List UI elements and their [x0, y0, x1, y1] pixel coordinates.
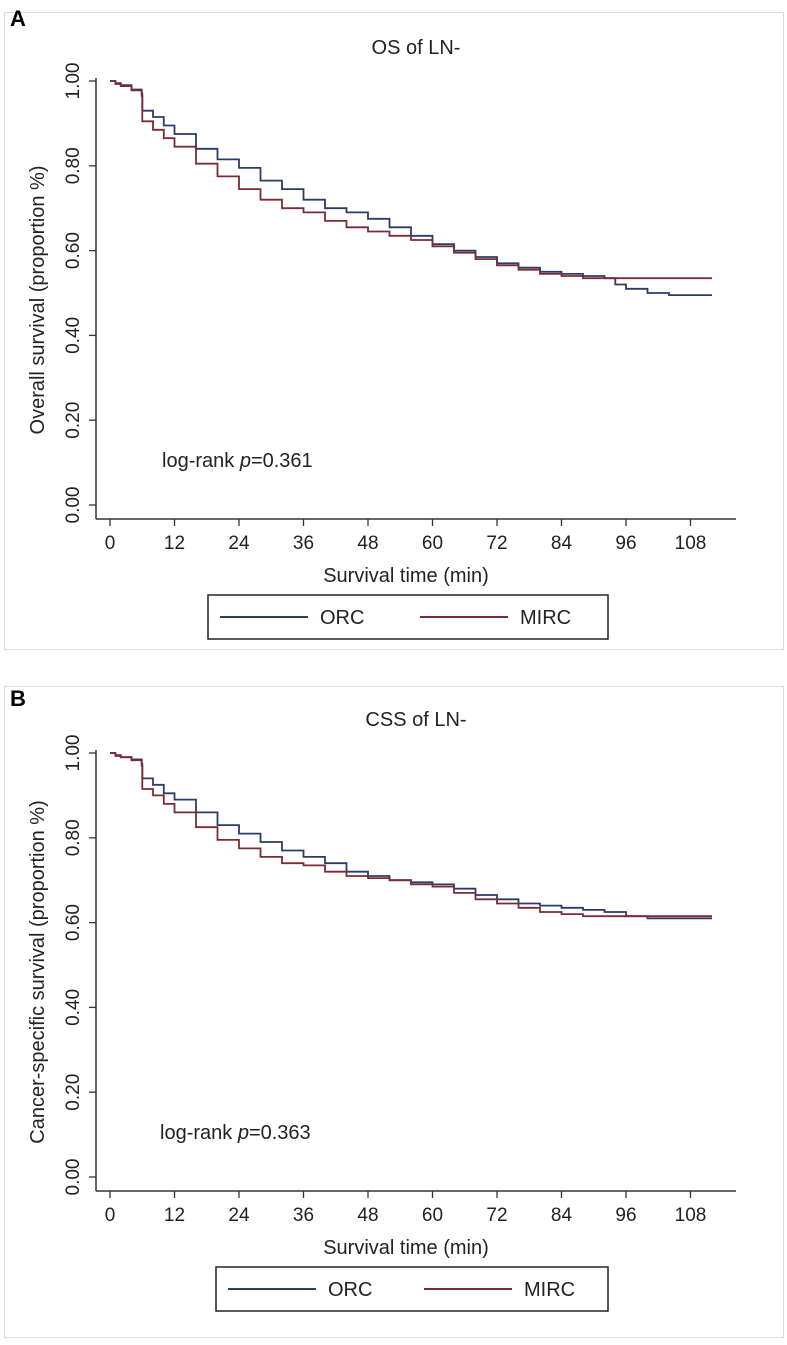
y-axis-label: Overall survival (proportion %) [27, 166, 49, 435]
x-tick-label: 36 [293, 533, 314, 554]
x-tick-label: 108 [675, 1205, 707, 1226]
x-tick-label: 72 [486, 533, 507, 554]
x-tick-label: 0 [105, 1205, 116, 1226]
y-tick-label: 0.80 [63, 819, 84, 856]
x-tick-label: 24 [228, 533, 250, 554]
y-tick-label: 0.20 [63, 402, 84, 439]
p-symbol: p [239, 450, 251, 472]
log-rank-prefix: log-rank [162, 450, 240, 472]
p-value: =0.361 [251, 450, 313, 472]
y-tick-label: 0.80 [63, 147, 84, 184]
y-tick-label: 0.60 [63, 232, 84, 269]
y-tick-label: 0.60 [63, 904, 84, 941]
chart-title: CSS of LN- [365, 709, 466, 731]
legend-label-orc: ORC [328, 1279, 372, 1301]
x-tick-label: 48 [357, 533, 378, 554]
y-tick-label: 1.00 [63, 735, 84, 772]
y-tick-label: 1.00 [63, 63, 84, 100]
x-axis-label: Survival time (min) [323, 565, 489, 587]
survival-curve-mirc [110, 752, 712, 918]
panel-a-letter: A [10, 6, 26, 31]
x-tick-label: 84 [551, 1205, 573, 1226]
y-tick-label: 0.00 [63, 1159, 84, 1196]
x-tick-label: 24 [228, 1205, 250, 1226]
x-tick-label: 12 [164, 1205, 185, 1226]
survival-curve-orc [110, 80, 712, 296]
x-axis-label: Survival time (min) [323, 1237, 489, 1259]
x-tick-label: 60 [422, 533, 443, 554]
x-tick-label: 84 [551, 533, 573, 554]
os-survival-chart: OS of LN- 0.00 0.20 0.40 0.60 0.80 1.00 0 12 24 36… [27, 37, 736, 640]
css-survival-chart: CSS of LN- 0.00 0.20 0.40 0.60 0.80 1.00 0 12 24 3… [27, 709, 736, 1312]
x-tick-label: 48 [357, 1205, 378, 1226]
chart-title: OS of LN- [372, 37, 461, 59]
y-axis-label: Cancer-specific survival (proportion %) [27, 800, 49, 1143]
x-tick-label: 108 [675, 533, 707, 554]
x-tick-label: 96 [615, 1205, 636, 1226]
panel-a-frame [4, 12, 784, 650]
x-tick-label: 36 [293, 1205, 314, 1226]
legend-label-orc: ORC [320, 607, 364, 629]
y-tick-label: 0.00 [63, 487, 84, 524]
log-rank-prefix: log-rank [160, 1122, 238, 1144]
p-symbol: p [237, 1122, 249, 1144]
x-tick-label: 12 [164, 533, 185, 554]
panel-b-frame [4, 686, 784, 1338]
y-tick-label: 0.40 [63, 989, 84, 1026]
y-tick-label: 0.20 [63, 1074, 84, 1111]
x-tick-label: 0 [105, 533, 116, 554]
survival-curve-mirc [110, 80, 712, 280]
legend-label-mirc: MIRC [524, 1279, 575, 1301]
x-tick-label: 72 [486, 1205, 507, 1226]
p-value: =0.363 [249, 1122, 311, 1144]
x-tick-label: 96 [615, 533, 636, 554]
y-tick-label: 0.40 [63, 317, 84, 354]
panel-b-letter: B [10, 686, 26, 711]
log-rank-annotation: log-rank p=0.363 [160, 1122, 311, 1144]
x-tick-label: 60 [422, 1205, 443, 1226]
log-rank-annotation: log-rank p=0.361 [162, 450, 313, 472]
legend-label-mirc: MIRC [520, 607, 571, 629]
survival-curve-orc [110, 752, 712, 920]
